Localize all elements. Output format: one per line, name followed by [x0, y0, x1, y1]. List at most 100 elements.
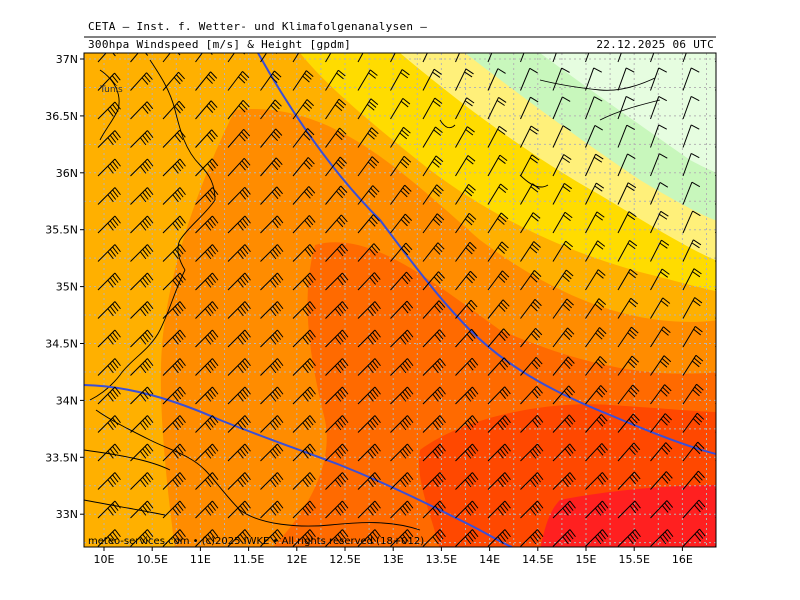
wind-barb — [650, 239, 670, 262]
wind-barb — [390, 358, 414, 376]
wind-barb — [585, 298, 607, 319]
wind-barb — [162, 500, 186, 519]
wind-barb — [552, 529, 576, 547]
height-contour-south — [84, 384, 513, 547]
wind-barb — [97, 415, 121, 433]
wind-barb — [520, 270, 542, 291]
wind-barb — [585, 211, 605, 234]
wind-barb — [390, 386, 414, 405]
wind-barb — [650, 413, 672, 433]
wind-barb — [195, 500, 219, 519]
wind-barb — [520, 154, 540, 177]
wind-barb — [552, 472, 576, 490]
wind-barb — [227, 529, 251, 547]
wind-barb — [552, 96, 571, 120]
wind-barb — [130, 101, 154, 120]
wind-barb — [422, 271, 445, 291]
wind-barb — [617, 355, 639, 376]
wind-barb — [227, 99, 250, 120]
wind-barb — [292, 70, 314, 91]
wind-barb — [617, 326, 639, 348]
wind-barb — [520, 96, 539, 120]
wind-barb — [227, 71, 250, 91]
wind-barb — [195, 272, 219, 291]
wind-barb — [682, 528, 706, 547]
wind-barb — [715, 373, 716, 376]
wind-barb — [325, 329, 349, 348]
map-frame — [83, 52, 717, 548]
wind-barb — [390, 415, 414, 433]
wind-barb — [520, 529, 544, 547]
wind-barb — [325, 443, 349, 462]
wind-barb — [260, 358, 284, 376]
wind-barb — [520, 212, 541, 234]
wind-barb — [487, 154, 508, 177]
wind-barb — [130, 529, 154, 547]
place-label-tunis: Tunis — [99, 85, 123, 95]
wind-barb — [162, 415, 186, 433]
wind-barb — [227, 415, 251, 433]
wind-barb — [357, 156, 380, 177]
wind-barb — [650, 182, 669, 205]
wind-barb — [552, 443, 576, 462]
wind-barb — [130, 301, 154, 319]
wind-barb — [325, 529, 349, 547]
wind-barb — [130, 272, 154, 291]
wind-barb — [260, 244, 284, 262]
wind-barb — [130, 158, 154, 177]
wind-barb — [130, 215, 154, 234]
wind-barb — [357, 472, 381, 490]
wind-barb — [97, 301, 121, 319]
wind-barb — [552, 269, 574, 291]
wind-barb — [617, 53, 622, 63]
wind-barb — [617, 297, 639, 319]
wind-barb — [585, 414, 608, 433]
shade-band-red — [540, 485, 716, 547]
wind-barb — [682, 412, 705, 433]
wind-barb — [325, 386, 349, 405]
wind-barb — [390, 443, 414, 462]
wind-barb — [162, 358, 186, 376]
wind-barb — [455, 386, 479, 405]
wind-barb — [422, 126, 443, 148]
wind-barb — [650, 297, 671, 319]
wind-barb — [682, 441, 705, 462]
wind-barb — [162, 272, 186, 291]
wind-barb — [650, 529, 674, 547]
wind-barb — [195, 472, 219, 490]
wind-barb — [617, 442, 641, 462]
lon-tick-label: 11E — [190, 553, 211, 566]
lat-tick-label: 34.5N — [45, 338, 78, 351]
wind-barb — [162, 329, 186, 348]
wind-barb — [195, 329, 219, 348]
wind-barb — [682, 124, 700, 148]
wind-barb — [195, 187, 219, 205]
wind-barb — [422, 329, 446, 348]
wind-barb — [325, 185, 348, 205]
wind-barb — [487, 270, 510, 291]
wind-barb — [455, 241, 477, 262]
wind-barb — [585, 67, 602, 91]
wind-barb — [357, 529, 381, 547]
lon-tick-label: 11.5E — [233, 553, 264, 566]
wind-barb — [422, 500, 446, 519]
wind-barb — [292, 329, 316, 348]
lon-tick-label: 14.5E — [522, 553, 553, 566]
wind-barb — [487, 386, 511, 405]
wind-barb — [455, 299, 478, 319]
wind-barb — [227, 386, 251, 405]
wind-barb — [682, 181, 701, 205]
wind-barb — [552, 356, 575, 376]
wind-barb — [617, 529, 641, 547]
wind-barb — [260, 301, 284, 319]
wind-barb — [195, 386, 219, 405]
wind-barb — [130, 130, 154, 148]
wind-barb — [357, 98, 379, 120]
wind-barb — [552, 327, 575, 348]
credit-text: meteo-services.com • (c)2025 IWKE • All … — [88, 536, 424, 547]
wind-barb — [617, 471, 641, 490]
wind-barb — [390, 271, 413, 291]
wind-barb — [97, 443, 121, 462]
wind-barb — [455, 97, 475, 120]
wind-barb — [162, 187, 186, 205]
